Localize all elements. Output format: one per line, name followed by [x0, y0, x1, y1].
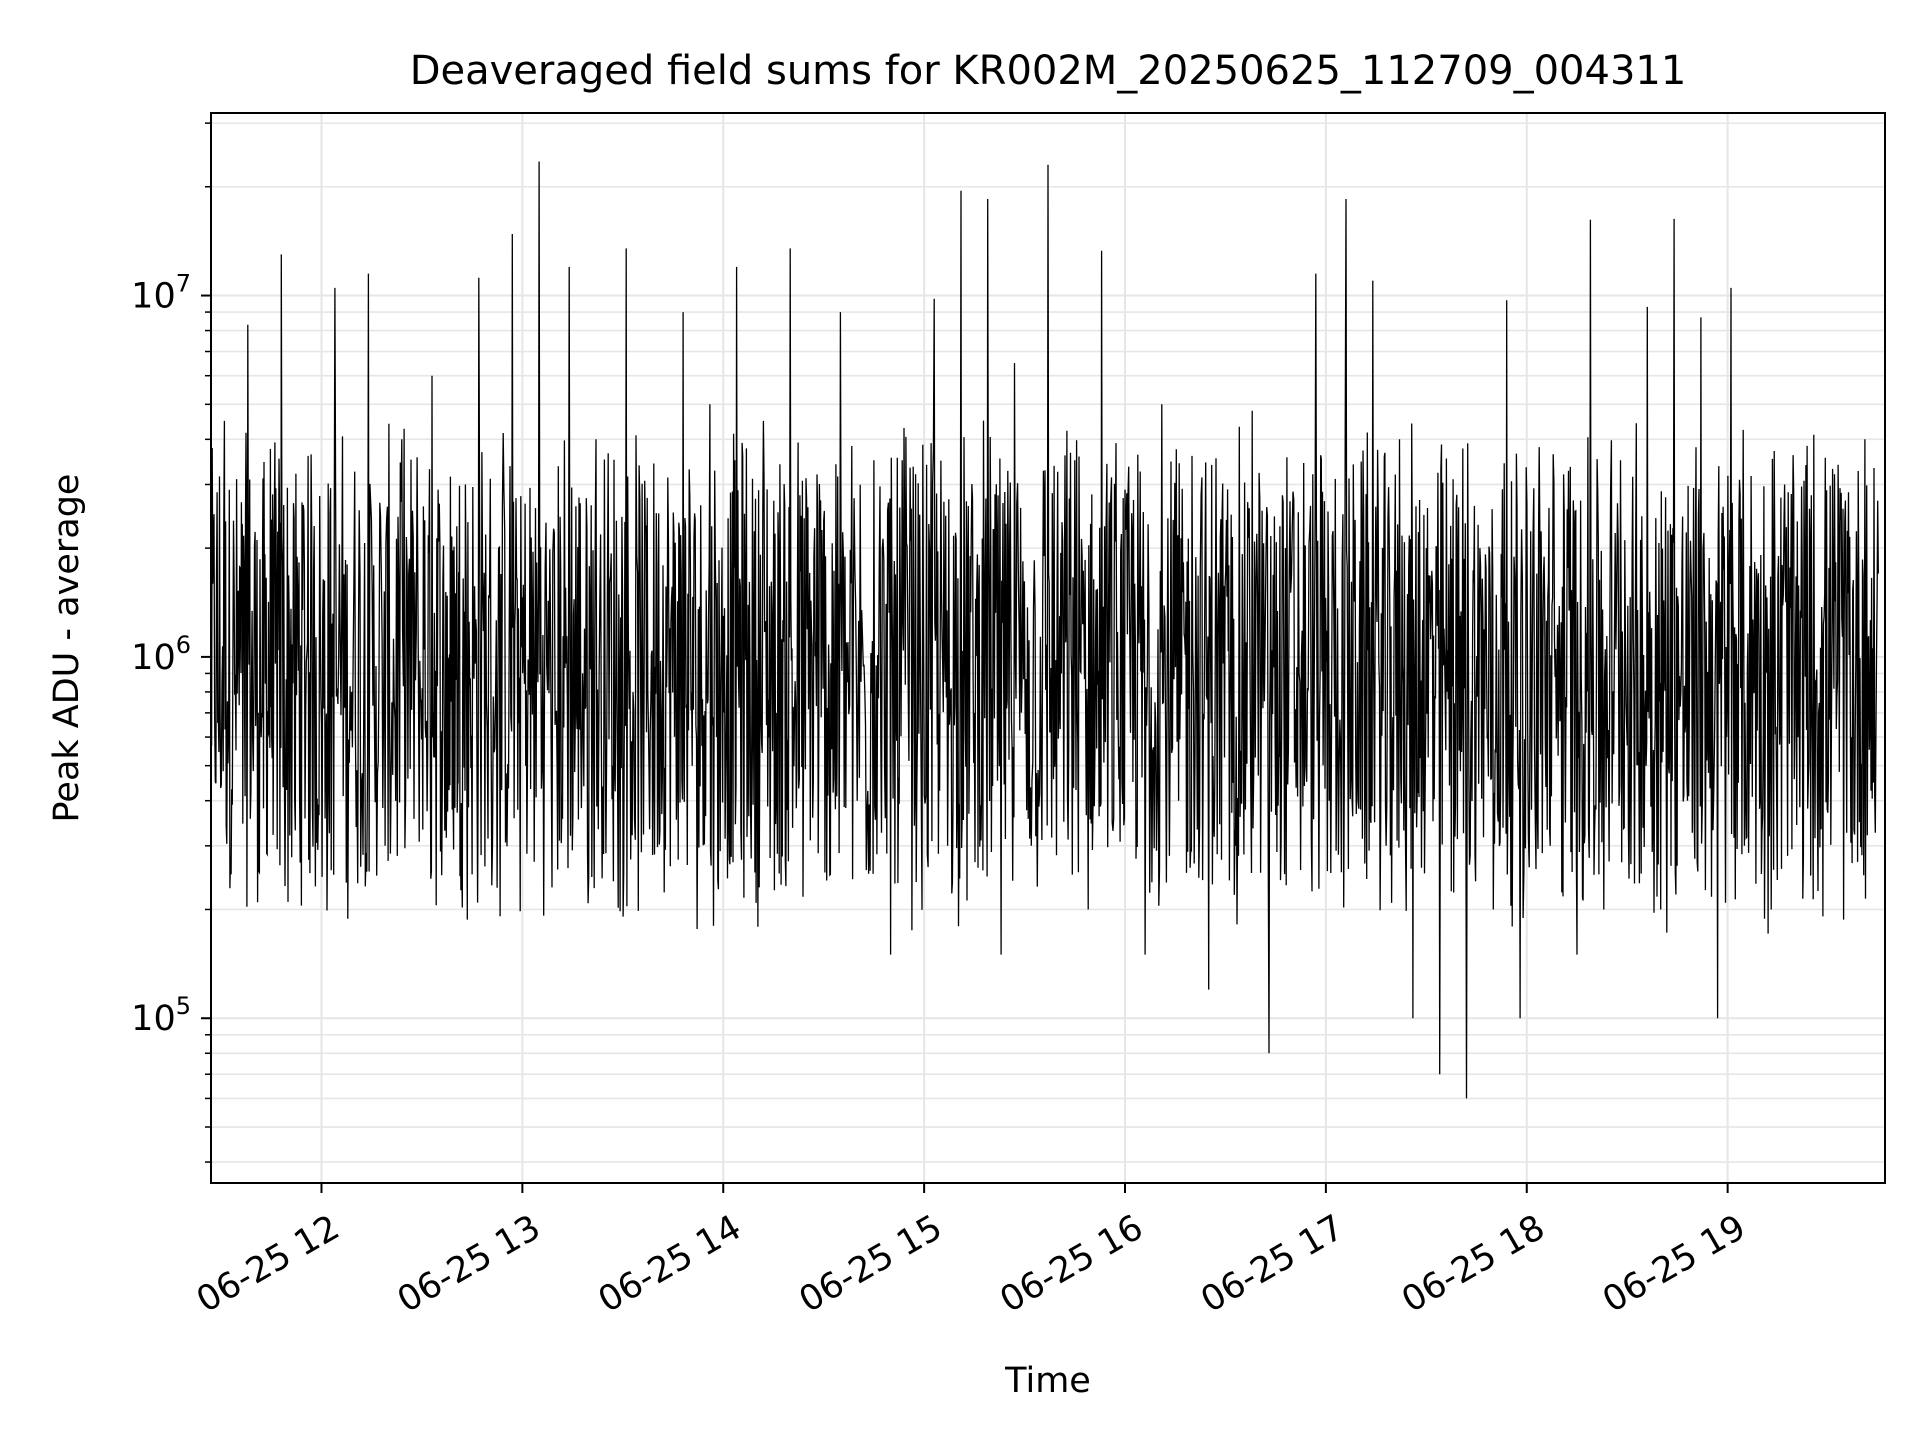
series-layer [210, 161, 1879, 1099]
y-axis: 105 106 107 [131, 122, 211, 1163]
x-axis-label: Time [1004, 1361, 1091, 1401]
y-tick-label: 107 [131, 270, 191, 317]
chart-title: Deaveraged field sums for KR002M_2025062… [410, 48, 1687, 94]
series-line [210, 161, 1879, 1099]
y-tick-label: 106 [131, 631, 191, 678]
y-tick-label: 105 [131, 992, 191, 1039]
y-axis-label: Peak ADU - average [47, 474, 87, 823]
plot-frame [210, 112, 1886, 1184]
